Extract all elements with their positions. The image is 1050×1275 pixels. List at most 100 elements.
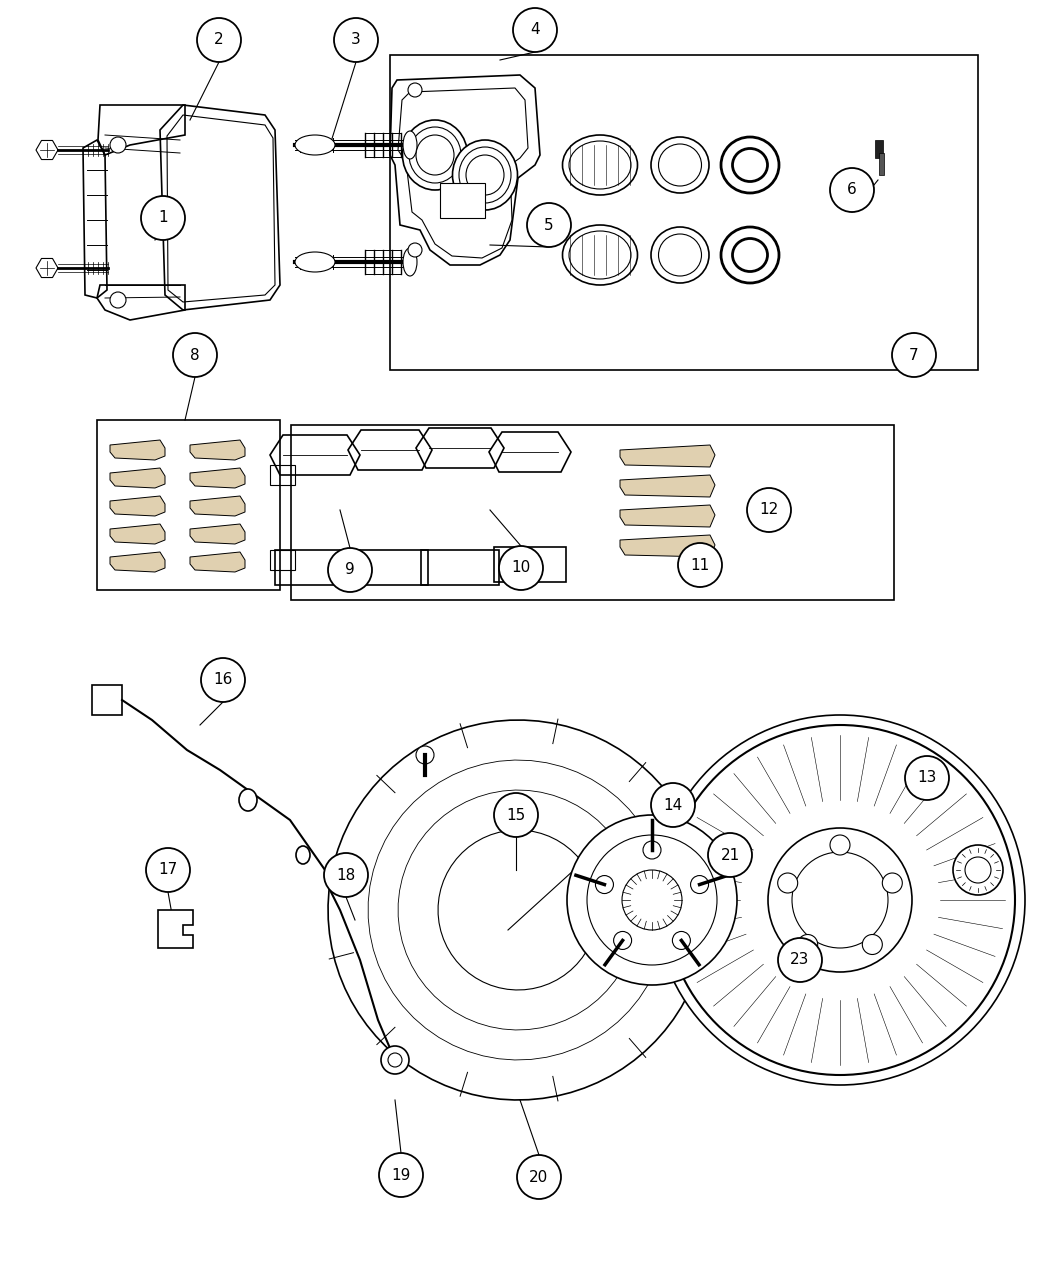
Ellipse shape — [295, 135, 335, 156]
Bar — [421, 550, 499, 585]
Circle shape — [173, 333, 217, 377]
Polygon shape — [158, 910, 193, 949]
Circle shape — [197, 18, 242, 62]
Circle shape — [587, 835, 717, 965]
Text: 15: 15 — [506, 807, 526, 822]
Text: 1: 1 — [159, 210, 168, 226]
Circle shape — [324, 853, 368, 898]
Polygon shape — [110, 496, 165, 516]
Text: 12: 12 — [759, 502, 779, 518]
Bar — [275, 550, 355, 585]
Circle shape — [768, 827, 912, 972]
Circle shape — [494, 793, 538, 836]
Text: 19: 19 — [392, 1168, 411, 1182]
Circle shape — [328, 548, 372, 592]
Ellipse shape — [453, 140, 518, 210]
Bar — [270, 550, 295, 570]
Circle shape — [965, 857, 991, 884]
Circle shape — [408, 83, 422, 97]
Circle shape — [905, 756, 949, 799]
Ellipse shape — [295, 252, 335, 272]
Polygon shape — [190, 496, 245, 516]
Ellipse shape — [721, 227, 779, 283]
Polygon shape — [190, 524, 245, 544]
Bar — [390, 55, 978, 370]
Circle shape — [416, 746, 434, 764]
Polygon shape — [36, 140, 58, 159]
Circle shape — [379, 1153, 423, 1197]
Bar — [440, 184, 485, 218]
Ellipse shape — [410, 128, 461, 184]
Circle shape — [567, 815, 737, 986]
Circle shape — [691, 876, 709, 894]
Circle shape — [953, 845, 1003, 895]
Polygon shape — [620, 445, 715, 467]
Ellipse shape — [733, 238, 768, 272]
Bar — [494, 547, 566, 581]
Circle shape — [110, 136, 126, 153]
Ellipse shape — [733, 148, 768, 181]
Ellipse shape — [721, 136, 779, 193]
Circle shape — [517, 1155, 561, 1198]
Circle shape — [892, 333, 936, 377]
Text: 9: 9 — [345, 562, 355, 578]
Circle shape — [672, 932, 691, 950]
Polygon shape — [110, 468, 165, 488]
Ellipse shape — [403, 249, 417, 275]
Text: 13: 13 — [918, 770, 937, 785]
Ellipse shape — [459, 147, 511, 203]
Text: 23: 23 — [791, 952, 810, 968]
Polygon shape — [190, 468, 245, 488]
Circle shape — [408, 244, 422, 258]
Polygon shape — [110, 440, 165, 460]
Polygon shape — [110, 552, 165, 572]
Text: 5: 5 — [544, 218, 553, 232]
Bar — [97, 419, 280, 590]
Text: 7: 7 — [909, 348, 919, 362]
Text: 3: 3 — [351, 32, 361, 47]
Polygon shape — [620, 536, 715, 557]
Circle shape — [513, 8, 557, 52]
Polygon shape — [620, 505, 715, 527]
Ellipse shape — [563, 224, 637, 286]
Polygon shape — [36, 259, 58, 278]
Ellipse shape — [651, 227, 709, 283]
Circle shape — [622, 870, 683, 929]
Polygon shape — [190, 552, 245, 572]
Ellipse shape — [563, 135, 637, 195]
Ellipse shape — [296, 847, 310, 864]
Text: 8: 8 — [190, 348, 200, 362]
Circle shape — [201, 658, 245, 703]
Circle shape — [830, 835, 850, 856]
Circle shape — [882, 873, 902, 892]
Bar — [270, 465, 295, 484]
Bar — [353, 550, 428, 585]
Text: 14: 14 — [664, 797, 682, 812]
Circle shape — [643, 842, 662, 859]
Circle shape — [595, 876, 613, 894]
Bar — [875, 140, 883, 158]
Circle shape — [499, 546, 543, 590]
Circle shape — [146, 848, 190, 892]
Ellipse shape — [403, 131, 417, 159]
Circle shape — [708, 833, 752, 877]
Circle shape — [381, 1046, 410, 1074]
Ellipse shape — [651, 136, 709, 193]
Circle shape — [527, 203, 571, 247]
Bar — [92, 685, 122, 715]
Text: 16: 16 — [213, 672, 233, 687]
Circle shape — [110, 292, 126, 309]
Text: 20: 20 — [529, 1169, 548, 1184]
Polygon shape — [620, 476, 715, 497]
Text: 11: 11 — [691, 557, 710, 572]
Circle shape — [678, 543, 722, 586]
Text: 4: 4 — [530, 23, 540, 37]
Polygon shape — [110, 524, 165, 544]
Ellipse shape — [239, 789, 257, 811]
Circle shape — [747, 488, 791, 532]
Circle shape — [655, 715, 1025, 1085]
Circle shape — [613, 932, 632, 950]
Text: 2: 2 — [214, 32, 224, 47]
Polygon shape — [190, 440, 245, 460]
Text: 18: 18 — [336, 867, 356, 882]
